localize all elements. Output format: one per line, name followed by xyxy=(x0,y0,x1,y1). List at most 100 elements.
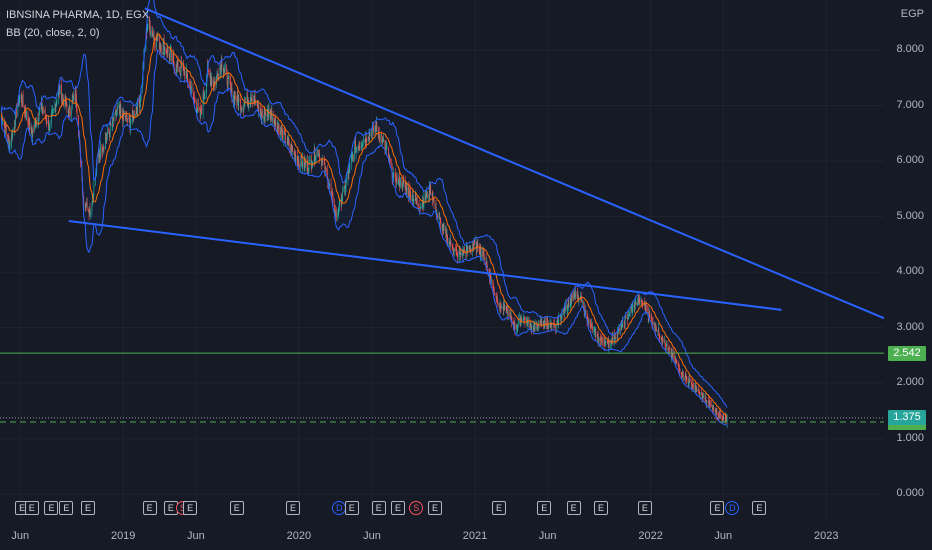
candle-body xyxy=(556,319,558,323)
candle-body xyxy=(227,82,228,88)
y-tick-label: 4.000 xyxy=(896,265,924,278)
earnings-marker[interactable]: E xyxy=(710,501,725,515)
candle-body xyxy=(698,391,700,393)
earnings-marker[interactable]: E xyxy=(286,501,301,515)
candle-body xyxy=(158,35,160,49)
candle-body xyxy=(291,146,293,155)
candle-body xyxy=(264,110,266,120)
candle-body xyxy=(395,182,397,185)
candle-body xyxy=(674,357,676,358)
earnings-marker[interactable]: E xyxy=(594,501,609,515)
candle-body xyxy=(54,104,56,111)
candle-body xyxy=(4,125,6,134)
candle-body xyxy=(443,226,445,231)
candle-body xyxy=(631,307,633,313)
earnings-marker[interactable]: E xyxy=(183,501,198,515)
candle-body xyxy=(187,81,189,84)
candle-body xyxy=(492,280,494,285)
candle-body xyxy=(472,246,473,252)
candle-body xyxy=(672,352,674,358)
candle-body xyxy=(677,363,679,366)
candle-body xyxy=(325,167,327,171)
candle-body xyxy=(635,302,637,305)
candle-body xyxy=(639,297,640,304)
candle-body xyxy=(402,181,404,183)
x-tick-label: Jun xyxy=(186,530,205,542)
candle-body xyxy=(404,181,406,189)
earnings-marker[interactable]: E xyxy=(229,501,244,515)
earnings-marker[interactable]: E xyxy=(428,501,443,515)
candle-body xyxy=(240,108,242,113)
candle-body xyxy=(156,35,158,41)
earnings-marker[interactable]: E xyxy=(390,501,405,515)
candle-body xyxy=(98,152,100,157)
candle-body xyxy=(373,124,374,132)
candle-body xyxy=(563,309,565,314)
candle-body xyxy=(295,152,296,161)
dividend-marker[interactable]: D xyxy=(725,501,740,515)
candle-body xyxy=(468,246,470,249)
candle-body xyxy=(304,162,306,164)
earnings-marker[interactable]: E xyxy=(24,501,39,515)
earnings-marker[interactable]: E xyxy=(492,501,507,515)
candle-body xyxy=(259,111,261,118)
earnings-marker[interactable]: E xyxy=(142,501,157,515)
candle-body xyxy=(233,94,235,98)
candle-body xyxy=(112,117,113,125)
y-tick-label: 0.000 xyxy=(896,487,924,500)
candle-body xyxy=(136,108,138,110)
earnings-marker[interactable]: E xyxy=(637,501,652,515)
candle-body xyxy=(69,112,71,115)
candle-body xyxy=(652,323,654,325)
candle-body xyxy=(68,104,70,107)
earnings-marker[interactable]: E xyxy=(752,501,767,515)
candle-body xyxy=(473,245,474,246)
earnings-marker[interactable]: E xyxy=(59,501,74,515)
split-marker[interactable]: S xyxy=(409,501,424,515)
candle-body xyxy=(588,320,590,322)
candle-body xyxy=(597,334,599,336)
candle-body xyxy=(594,329,596,331)
candle-body xyxy=(640,299,642,303)
candle-body xyxy=(453,251,455,254)
candle-body xyxy=(186,70,188,77)
candle-body xyxy=(294,153,296,158)
candle-body xyxy=(272,117,273,121)
price-badge: 2.542 xyxy=(888,345,926,361)
candle-body xyxy=(530,325,532,329)
candle-body xyxy=(99,154,100,158)
candle-body xyxy=(569,301,571,307)
candle-body xyxy=(25,114,27,119)
candle-body xyxy=(148,19,150,26)
candle-body xyxy=(208,69,209,72)
earnings-marker[interactable]: E xyxy=(44,501,59,515)
candle-body xyxy=(85,203,87,207)
earnings-marker[interactable]: E xyxy=(537,501,552,515)
candle-body xyxy=(534,324,535,327)
candle-body xyxy=(426,194,427,198)
candle-body xyxy=(676,362,677,363)
candle-body xyxy=(337,211,339,213)
candle-body xyxy=(479,248,481,256)
candle-body xyxy=(600,337,601,340)
candle-body xyxy=(336,213,337,217)
candle-body xyxy=(51,113,52,122)
candle-body xyxy=(620,325,622,331)
candle-body xyxy=(523,317,524,321)
candle-body xyxy=(334,204,335,214)
earnings-marker[interactable]: E xyxy=(371,501,386,515)
candle-body xyxy=(42,109,44,112)
earnings-marker[interactable]: E xyxy=(81,501,96,515)
candle-body xyxy=(100,145,101,157)
candle-body xyxy=(266,114,268,117)
candle-body xyxy=(223,69,225,71)
candle-body xyxy=(409,189,411,192)
candle-body xyxy=(258,107,260,112)
earnings-marker[interactable]: E xyxy=(344,501,359,515)
earnings-marker[interactable]: E xyxy=(566,501,581,515)
candle-body xyxy=(75,89,77,100)
candle-body xyxy=(695,385,697,390)
candle-body xyxy=(389,157,391,162)
candle-body xyxy=(687,378,689,382)
